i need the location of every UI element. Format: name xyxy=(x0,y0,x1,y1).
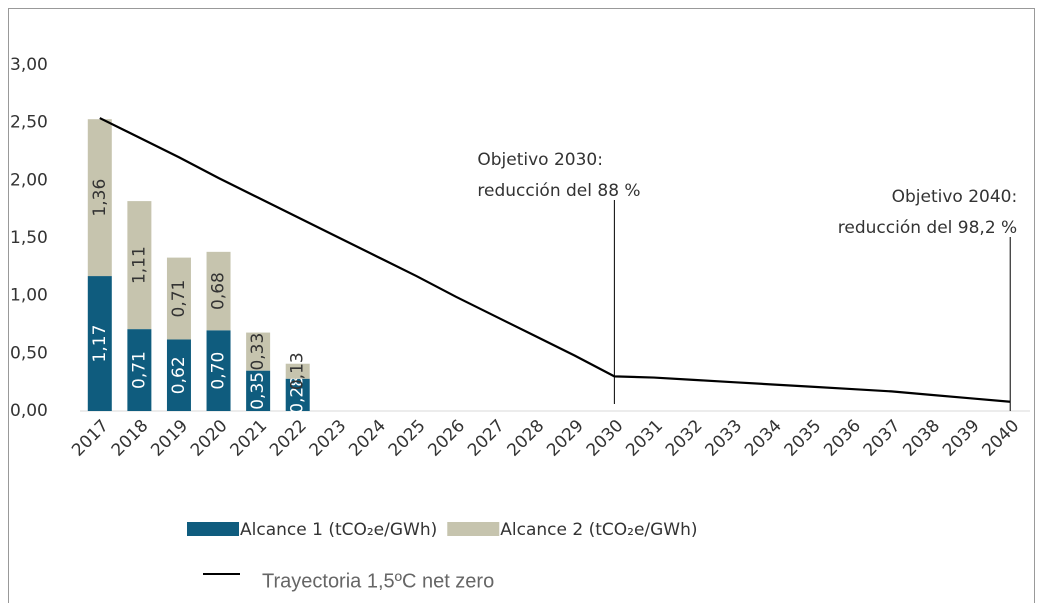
bar-segment xyxy=(285,363,310,379)
data-label: 0,33 xyxy=(248,333,268,371)
data-label: 0,13 xyxy=(288,352,308,390)
legend-swatch xyxy=(447,522,500,536)
x-tick-label: 2018 xyxy=(108,416,153,461)
bar-segment xyxy=(127,201,152,330)
x-tick-label: 2040 xyxy=(979,416,1024,461)
data-label: 0,71 xyxy=(129,351,149,389)
legend-label: Trayectoria 1,5ºC net zero xyxy=(262,570,494,592)
x-tick-label: 2027 xyxy=(464,416,509,461)
bar-segment xyxy=(246,332,271,371)
legend-swatch xyxy=(187,522,239,536)
bar-segment xyxy=(127,329,152,411)
data-label: 0,28 xyxy=(288,376,308,414)
annotation-text: reducción del 98,2 % xyxy=(838,218,1017,238)
x-tick-label: 2023 xyxy=(306,416,351,461)
x-tick-label: 2034 xyxy=(741,416,786,461)
x-tick-label: 2029 xyxy=(543,416,588,461)
y-tick-label: 0,00 xyxy=(10,401,48,421)
y-tick-label: 2,00 xyxy=(10,170,48,190)
data-label: 0,70 xyxy=(209,352,229,390)
x-tick-label: 2030 xyxy=(583,416,628,461)
y-tick-label: 3,00 xyxy=(10,55,48,75)
legend-label: Alcance 2 (tCO₂e/GWh) xyxy=(500,520,697,540)
bar-segment xyxy=(166,257,191,340)
bar-segment xyxy=(206,330,231,411)
x-tick-label: 2021 xyxy=(226,416,271,461)
x-tick-label: 2036 xyxy=(820,416,865,461)
x-tick-label: 2033 xyxy=(701,416,746,461)
data-label: 0,62 xyxy=(169,356,189,394)
x-tick-label: 2019 xyxy=(147,416,192,461)
data-label: 0,68 xyxy=(209,272,229,310)
x-tick-label: 2022 xyxy=(266,416,311,461)
bar-segment xyxy=(206,251,231,331)
bar-segment xyxy=(166,339,191,411)
data-label: 1,11 xyxy=(129,246,149,284)
line-series xyxy=(99,117,1011,403)
bar-segment xyxy=(87,276,112,411)
x-tick-label: 2017 xyxy=(68,416,113,461)
y-tick-label: 2,50 xyxy=(10,113,48,133)
chart-frame xyxy=(8,8,1035,603)
data-label: 0,35 xyxy=(248,372,268,410)
annotation-text: Objetivo 2040: xyxy=(892,187,1018,207)
data-label: 1,36 xyxy=(90,179,110,217)
bar-segment xyxy=(87,119,112,277)
y-tick-label: 1,50 xyxy=(10,228,48,248)
x-tick-label: 2031 xyxy=(622,416,667,461)
x-tick-label: 2020 xyxy=(187,416,232,461)
data-label: 1,17 xyxy=(90,325,110,363)
x-tick-label: 2037 xyxy=(860,416,905,461)
x-tick-label: 2035 xyxy=(781,416,826,461)
annotation-text: Objetivo 2030: xyxy=(477,150,603,170)
bar-segment xyxy=(285,378,310,411)
data-label: 0,71 xyxy=(169,280,189,318)
x-tick-label: 2025 xyxy=(385,416,430,461)
x-tick-label: 2032 xyxy=(662,416,707,461)
x-tick-label: 2039 xyxy=(939,416,984,461)
y-tick-label: 1,00 xyxy=(10,286,48,306)
x-tick-label: 2028 xyxy=(504,416,549,461)
x-tick-label: 2038 xyxy=(899,416,944,461)
bar-segment xyxy=(246,370,271,411)
x-tick-label: 2026 xyxy=(424,416,469,461)
x-tick-label: 2024 xyxy=(345,416,390,461)
y-tick-label: 0,50 xyxy=(10,343,48,363)
legend-label: Alcance 1 (tCO₂e/GWh) xyxy=(240,520,437,540)
annotation-text: reducción del 88 % xyxy=(477,181,640,201)
